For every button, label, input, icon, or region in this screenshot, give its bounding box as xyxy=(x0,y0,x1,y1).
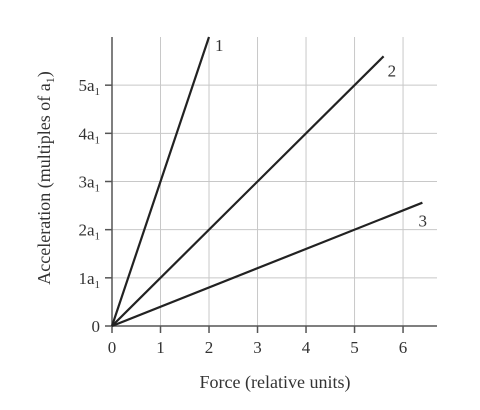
y-tick-label-3: 3a1 xyxy=(78,173,100,195)
series-label-2: 2 xyxy=(388,61,397,80)
y-tick-label-4: 4a1 xyxy=(78,124,100,146)
axes xyxy=(105,37,437,333)
series-label-1: 1 xyxy=(215,36,224,55)
series-line-1 xyxy=(110,36,211,327)
series-label-3: 3 xyxy=(418,212,427,231)
y-tick-label-0: 0 xyxy=(92,317,101,336)
x-tick-label-4: 4 xyxy=(302,338,311,357)
y-tick-label-2: 2a1 xyxy=(78,221,100,243)
x-tick-label-5: 5 xyxy=(350,338,359,357)
y-axis-title-suffix: ) xyxy=(34,71,55,77)
x-tick-label-1: 1 xyxy=(156,338,165,357)
x-tick-label-2: 2 xyxy=(205,338,214,357)
x-tick-label-0: 0 xyxy=(108,338,117,357)
x-tick-label-3: 3 xyxy=(253,338,262,357)
x-axis-title: Force (relative units) xyxy=(200,372,351,393)
y-axis-title-subscript: 1 xyxy=(43,77,57,83)
y-tick-label-1: 1a1 xyxy=(78,269,100,291)
y-tick-label-5: 5a1 xyxy=(78,76,100,98)
grid xyxy=(112,37,437,326)
x-tick-label-6: 6 xyxy=(399,338,408,357)
y-axis-title: Acceleration (multiples of a1) xyxy=(34,71,57,284)
series-line-3 xyxy=(111,201,423,328)
series-group: 1 2 3 xyxy=(110,36,427,328)
y-axis-title-main: Acceleration (multiples of a xyxy=(34,83,55,284)
series-line-2 xyxy=(111,55,385,327)
tick-labels: 0 1 2 3 4 5 6 0 1a1 2a1 3a1 4a1 5a1 xyxy=(78,76,407,357)
